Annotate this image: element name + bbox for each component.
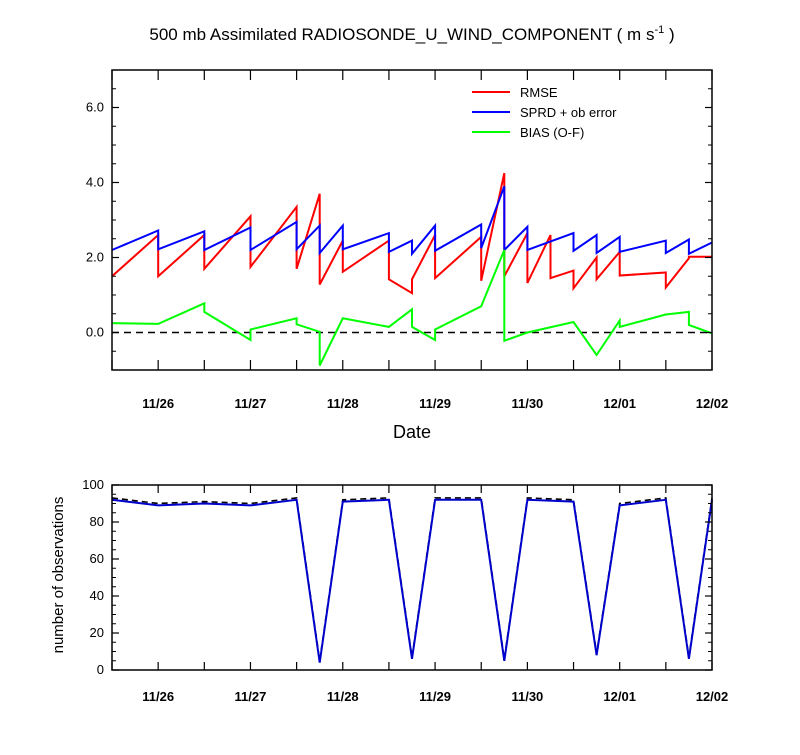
x-tick-label: 11/30 [511, 689, 543, 704]
series-line-bias-o-f- [111, 249, 713, 366]
legend-label-rmse: RMSE [520, 85, 558, 100]
series-line-possible [111, 497, 713, 661]
bottom-chart: 0 20 40 60 80 100 11/26 11/27 11/28 11/29 11/30 12/… [50, 477, 728, 704]
top-axes: 0.0 2.0 4.0 6.0 11/26 11/27 11/28 11/29 11/30 12/… [86, 69, 729, 411]
y-tick-label: 6.0 [86, 100, 104, 115]
x-tick-label: 11/29 [419, 396, 451, 411]
x-tick-label: 11/30 [511, 396, 543, 411]
x-tick-label: 11/29 [419, 689, 451, 704]
y-axis-title-observations: number of observations [50, 497, 67, 654]
x-tick-label: 11/26 [142, 396, 174, 411]
legend-label-bias: BIAS (O-F) [520, 125, 584, 140]
y-tick-label: 4.0 [86, 175, 104, 190]
x-axis-title: Date [393, 422, 431, 442]
top-series-lines [111, 172, 713, 366]
series-line-sprd-ob-error [111, 185, 713, 257]
y-tick-label: 20 [90, 625, 104, 640]
x-tick-label: 12/02 [696, 396, 729, 411]
x-tick-label: 11/28 [327, 396, 359, 411]
y-tick-label: 40 [90, 588, 104, 603]
plot-frame [111, 484, 713, 671]
x-tick-label: 12/01 [603, 396, 636, 411]
x-tick-label: 11/27 [235, 689, 267, 704]
top-chart: 500 mb Assimilated RADIOSONDE_U_WIND_COM… [86, 24, 728, 442]
y-tick-label: 0 [97, 662, 104, 677]
bottom-axes: 0 20 40 60 80 100 11/26 11/27 11/28 11/29 11/30 12/… [82, 477, 728, 704]
legend-label-sprd: SPRD + ob error [520, 105, 617, 120]
y-tick-label: 60 [90, 551, 104, 566]
chart-title: 500 mb Assimilated RADIOSONDE_U_WIND_COM… [149, 24, 674, 44]
x-tick-label: 11/28 [327, 689, 359, 704]
x-tick-label: 11/26 [142, 689, 174, 704]
bottom-series-lines [111, 497, 713, 663]
y-tick-label: 100 [82, 477, 104, 492]
y-tick-label: 2.0 [86, 250, 104, 265]
y-tick-label: 0.0 [86, 325, 104, 340]
x-tick-label: 12/02 [696, 689, 729, 704]
series-line-assimilated [111, 498, 713, 663]
legend: RMSE SPRD + ob error BIAS (O-F) [472, 85, 617, 140]
y-tick-label: 80 [90, 514, 104, 529]
x-tick-label: 11/27 [235, 396, 267, 411]
x-tick-label: 12/01 [603, 689, 636, 704]
series-line-rmse [111, 172, 712, 295]
